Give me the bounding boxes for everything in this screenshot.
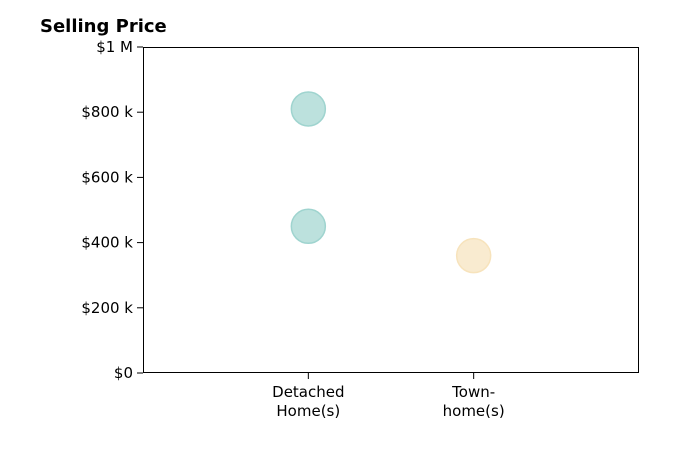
y-tick-label: $0 (114, 364, 133, 382)
data-points (290, 91, 492, 274)
x-tick-label: Detached Home(s) (272, 383, 344, 420)
x-axis: Detached Home(s) Town-home(s) (272, 373, 505, 420)
y-tick-label: $400 k (81, 234, 133, 252)
data-point (455, 237, 492, 274)
y-tick-label: $800 k (81, 103, 133, 121)
y-axis: $0 $200 k $400 k $600 k $800 k $1 M (81, 38, 143, 382)
data-point (290, 208, 327, 245)
y-tick-label: $600 k (81, 168, 133, 186)
x-tick-label: Town-home(s) (443, 383, 505, 420)
plot-frame (143, 47, 639, 373)
data-point (290, 91, 327, 127)
y-tick-label: $200 k (81, 299, 133, 317)
chart-title: Selling Price (40, 16, 167, 37)
y-tick-label: $1 M (96, 38, 133, 56)
